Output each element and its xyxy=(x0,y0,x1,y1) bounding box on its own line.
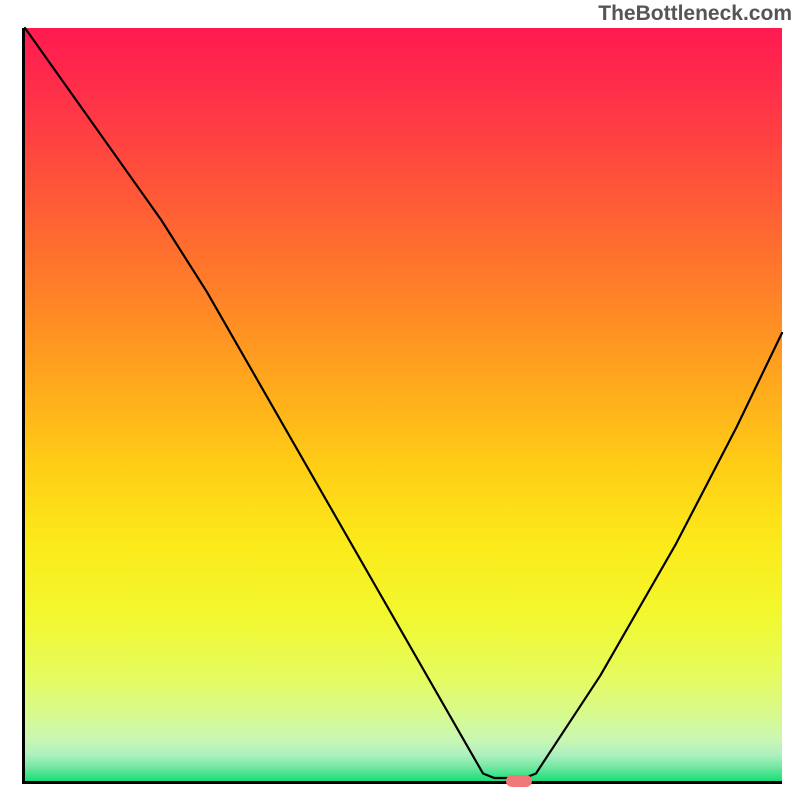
watermark-text: TheBottleneck.com xyxy=(598,2,792,26)
bottleneck-curve xyxy=(25,28,782,781)
plot-frame xyxy=(22,28,782,784)
optimum-marker xyxy=(506,775,532,787)
curve-path xyxy=(25,28,782,778)
chart-container: TheBottleneck.com xyxy=(0,0,800,800)
